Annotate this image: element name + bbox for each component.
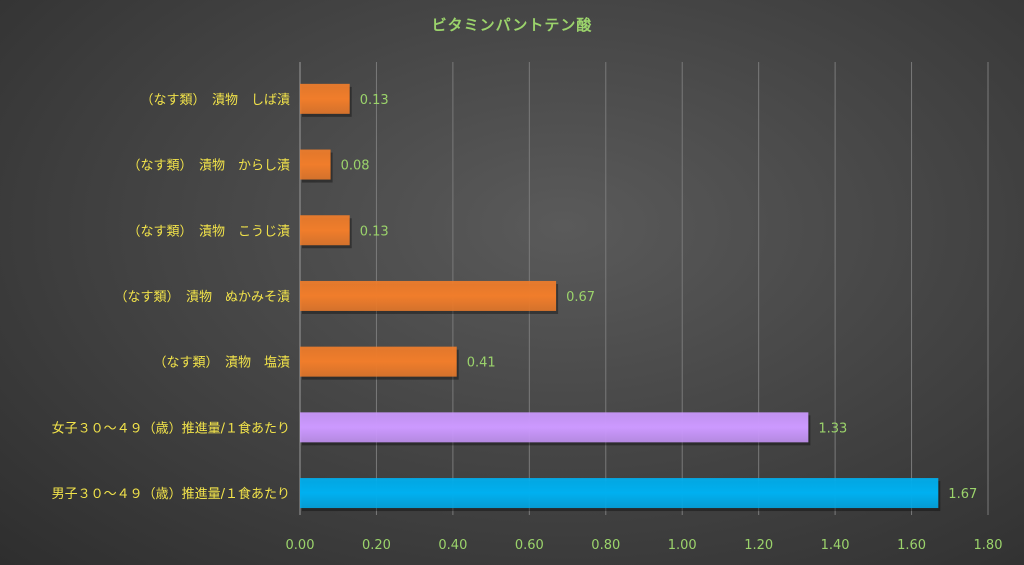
x-tick-label: 0.60 <box>515 538 544 553</box>
category-label: （なす類） 漬物 塩漬 <box>153 356 290 371</box>
bar <box>300 478 939 509</box>
data-label: 0.13 <box>360 224 389 239</box>
category-label: （なす類） 漬物 しば漬 <box>140 93 290 108</box>
x-tick-label: 1.00 <box>668 538 697 553</box>
bar <box>300 215 350 246</box>
x-tick-label: 1.60 <box>897 538 926 553</box>
x-tick-label: 0.00 <box>286 538 315 553</box>
x-tick-label: 1.80 <box>974 538 1003 553</box>
category-label: （なす類） 漬物 ぬかみそ漬 <box>114 290 290 305</box>
category-label: （なす類） 漬物 からし漬 <box>127 159 290 174</box>
bar <box>300 280 557 311</box>
data-label: 0.08 <box>341 159 370 174</box>
x-tick-label: 1.40 <box>821 538 850 553</box>
bar <box>300 83 350 114</box>
chart-title: ビタミンパントテン酸 <box>431 16 593 34</box>
category-label: 女子３０～４９（歳）推進量/１食あたり <box>52 420 290 436</box>
x-tick-label: 0.40 <box>438 538 467 553</box>
x-tick-label: 0.80 <box>591 538 620 553</box>
category-label: （なす類） 漬物 こうじ漬 <box>127 224 290 239</box>
data-label: 1.67 <box>948 487 977 502</box>
bar <box>300 149 331 180</box>
labels: 0.00 0.20 0.40 0.60 0.80 1.00 1.20 1.40 1.60 1.80… <box>52 93 1003 553</box>
bars <box>300 83 941 512</box>
bar <box>300 412 809 443</box>
category-label: 男子３０～４９（歳）推進量/１食あたり <box>52 486 290 502</box>
x-tick-label: 1.20 <box>744 538 773 553</box>
x-tick-label: 0.20 <box>362 538 391 553</box>
data-label: 0.13 <box>360 93 389 108</box>
bar <box>300 346 457 377</box>
data-label: 0.41 <box>467 356 496 371</box>
data-label: 1.33 <box>818 421 847 436</box>
data-label: 0.67 <box>566 290 595 305</box>
